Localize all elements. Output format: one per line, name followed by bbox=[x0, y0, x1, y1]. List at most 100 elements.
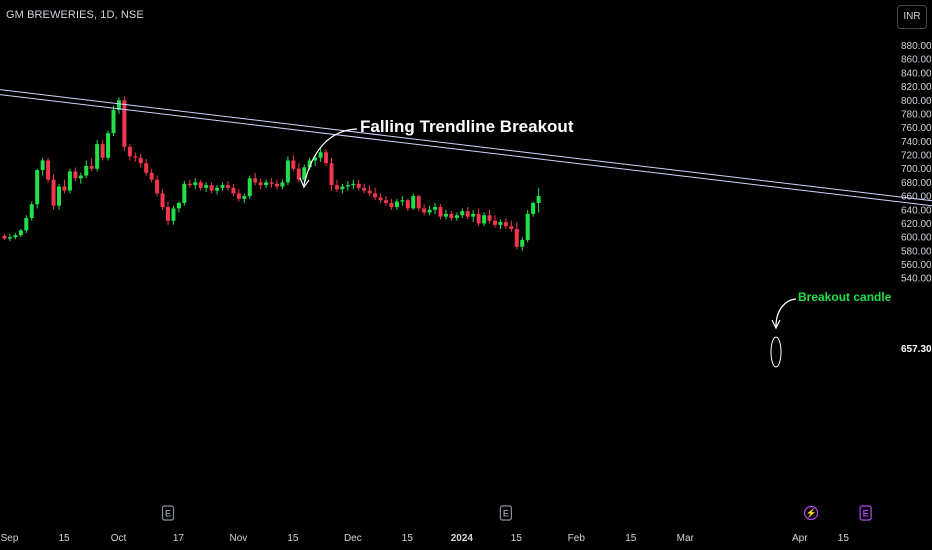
candle-body[interactable] bbox=[258, 182, 263, 186]
earnings-event-icon[interactable] bbox=[161, 505, 175, 521]
candle-body[interactable] bbox=[471, 213, 476, 217]
candle-body[interactable] bbox=[62, 186, 67, 191]
candle-body[interactable] bbox=[2, 235, 7, 239]
candle-body[interactable] bbox=[220, 185, 225, 188]
candle-body[interactable] bbox=[182, 183, 187, 203]
candle-body[interactable] bbox=[438, 207, 443, 217]
candle-body[interactable] bbox=[100, 144, 105, 158]
candle-body[interactable] bbox=[503, 222, 508, 227]
trendline-lower[interactable] bbox=[0, 94, 932, 210]
candle-body[interactable] bbox=[138, 157, 143, 164]
candle-body[interactable] bbox=[106, 133, 111, 158]
candle-body[interactable] bbox=[127, 146, 132, 157]
candle-body[interactable] bbox=[7, 237, 12, 239]
candle-body[interactable] bbox=[133, 156, 138, 158]
candle-body[interactable] bbox=[296, 168, 301, 180]
candle-body[interactable] bbox=[291, 160, 296, 169]
candle-body[interactable] bbox=[460, 211, 465, 216]
candle-body[interactable] bbox=[198, 182, 203, 188]
candle-body[interactable] bbox=[264, 182, 269, 186]
candle-body[interactable] bbox=[313, 157, 318, 161]
candle-body[interactable] bbox=[46, 160, 51, 180]
candle-body[interactable] bbox=[247, 178, 252, 197]
candle-body[interactable] bbox=[449, 213, 454, 218]
candle-body[interactable] bbox=[514, 228, 519, 247]
trendline-upper[interactable] bbox=[0, 89, 932, 205]
candle-body[interactable] bbox=[340, 186, 345, 190]
candle-body[interactable] bbox=[498, 222, 503, 225]
candle-body[interactable] bbox=[394, 201, 399, 208]
candle-body[interactable] bbox=[171, 208, 176, 221]
candle-body[interactable] bbox=[433, 207, 438, 210]
candle-body[interactable] bbox=[367, 190, 372, 194]
candle-body[interactable] bbox=[51, 179, 56, 206]
candle-body[interactable] bbox=[57, 186, 61, 206]
candle-body[interactable] bbox=[242, 196, 247, 199]
candle-body[interactable] bbox=[193, 182, 198, 186]
candle-body[interactable] bbox=[400, 200, 405, 202]
candle-body[interactable] bbox=[24, 217, 29, 231]
candle-body[interactable] bbox=[493, 220, 497, 225]
earnings-event-icon[interactable] bbox=[499, 505, 512, 521]
candle-body[interactable] bbox=[269, 182, 274, 184]
candle-body[interactable] bbox=[378, 197, 383, 201]
trendline-layer[interactable] bbox=[0, 89, 932, 210]
earnings-event-icon[interactable] bbox=[859, 505, 872, 521]
candle-body[interactable] bbox=[427, 209, 432, 213]
candle-body[interactable] bbox=[411, 196, 416, 209]
candle-body[interactable] bbox=[405, 200, 410, 209]
candle-body[interactable] bbox=[356, 183, 361, 188]
dividend-event-icon[interactable] bbox=[803, 505, 819, 521]
candle-body[interactable] bbox=[209, 185, 214, 191]
currency-button[interactable]: INR bbox=[897, 5, 927, 29]
candle-body[interactable] bbox=[416, 196, 421, 209]
candle-body[interactable] bbox=[253, 178, 258, 183]
candle-body[interactable] bbox=[520, 239, 525, 247]
candle-body[interactable] bbox=[422, 208, 427, 213]
candle-body[interactable] bbox=[166, 207, 170, 221]
candle-body[interactable] bbox=[67, 171, 72, 191]
candle-body[interactable] bbox=[89, 165, 94, 169]
candle-body[interactable] bbox=[285, 160, 290, 183]
candle-body[interactable] bbox=[443, 213, 448, 217]
candle-body[interactable] bbox=[384, 200, 388, 203]
candle-body[interactable] bbox=[215, 187, 220, 191]
candle-body[interactable] bbox=[345, 185, 350, 187]
candle-body[interactable] bbox=[525, 213, 530, 240]
candle-body[interactable] bbox=[476, 213, 481, 224]
candle-body[interactable] bbox=[155, 179, 160, 194]
candle-body[interactable] bbox=[454, 215, 459, 218]
candle-body[interactable] bbox=[318, 152, 323, 158]
candle-body[interactable] bbox=[225, 185, 230, 188]
candle-body[interactable] bbox=[280, 182, 285, 187]
candle-body[interactable] bbox=[78, 175, 83, 179]
time-axis[interactable]: Sep 15 Oct 17 Nov 15 Dec 15 2024 15 Feb 15 Mar Apr 15 bbox=[1, 533, 850, 544]
candle-body[interactable] bbox=[482, 215, 487, 224]
price-axis[interactable]: 540.00 560.00 580.00 600.00 620.00 640.00 660.… bbox=[901, 41, 932, 285]
candle-body[interactable] bbox=[144, 163, 149, 173]
candle-body[interactable] bbox=[465, 211, 470, 217]
candle-body[interactable] bbox=[389, 202, 394, 208]
candle-body[interactable] bbox=[18, 230, 23, 236]
candle-body[interactable] bbox=[122, 100, 127, 147]
candle-body[interactable] bbox=[334, 185, 339, 190]
candle-body[interactable] bbox=[302, 167, 307, 180]
candle-body[interactable] bbox=[95, 144, 100, 169]
candle-body[interactable] bbox=[111, 109, 116, 134]
candle-body[interactable] bbox=[13, 235, 18, 238]
candle-body[interactable] bbox=[275, 183, 279, 187]
candle-body[interactable] bbox=[531, 202, 536, 214]
candle-body[interactable] bbox=[307, 160, 312, 168]
candle-body[interactable] bbox=[29, 204, 34, 218]
candle-body[interactable] bbox=[509, 226, 514, 229]
candle-body[interactable] bbox=[187, 183, 192, 186]
candle-body[interactable] bbox=[373, 193, 378, 198]
candle-body[interactable] bbox=[324, 152, 329, 164]
candle-body[interactable] bbox=[176, 202, 181, 209]
candle-body[interactable] bbox=[536, 196, 541, 203]
candle-body[interactable] bbox=[84, 165, 89, 176]
candle-body[interactable] bbox=[160, 193, 165, 208]
candle-body[interactable] bbox=[116, 100, 121, 110]
candle-body[interactable] bbox=[231, 187, 236, 194]
